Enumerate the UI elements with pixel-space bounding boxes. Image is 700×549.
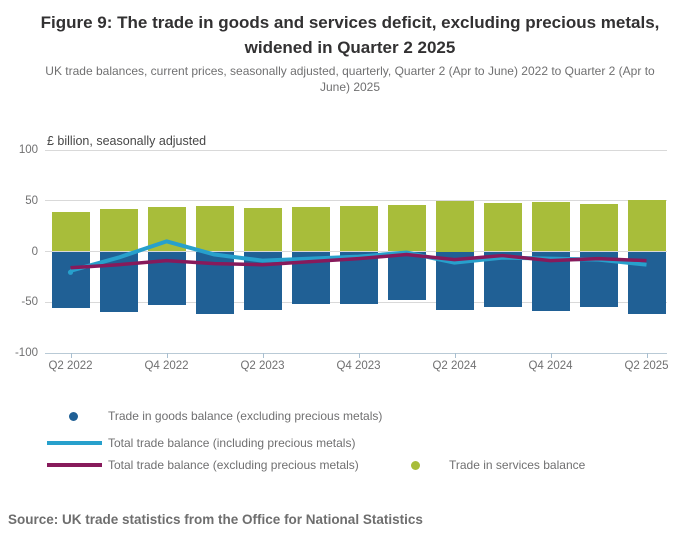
legend-item: Total trade balance (including precious … (45, 435, 355, 451)
total-trade-excl-pm-line (70, 252, 647, 270)
services-bar-q3-2022 (99, 208, 138, 252)
legend-item: Trade in services balance (406, 457, 585, 473)
legend-item: Total trade balance (excluding precious … (45, 457, 359, 473)
x-tick-label-q2-2023: Q2 2023 (240, 360, 285, 372)
services-bar-q2-2023 (243, 207, 282, 252)
legend-label: Trade in goods balance (excluding precio… (108, 409, 383, 423)
x-tick-label-q2-2024: Q2 2024 (432, 360, 477, 372)
x-tick-q4-2024 (550, 353, 552, 358)
goods-bar-q1-2024 (387, 251, 426, 301)
chart-subtitle: UK trade balances, current prices, seaso… (30, 63, 670, 95)
services-bar-q2-2025 (627, 199, 666, 252)
y-tick-label-0: 0 (31, 245, 38, 258)
plot-area: Q2 2022 Q4 2022 Q2 2023 Q4 2023 Q2 2024 Q4 20… (45, 149, 669, 372)
legend-label: Total trade balance (including precious … (108, 436, 356, 450)
legend-dot-icon (411, 460, 420, 470)
services-bar-q4-2024 (531, 201, 570, 252)
x-tick-label-q4-2024: Q4 2024 (528, 360, 573, 372)
y-axis-unit-label: £ billion, seasonally adjusted (47, 134, 207, 148)
goods-bar-q2-2022 (51, 251, 90, 309)
subtitle-line-1: UK trade balances, current prices, seaso… (45, 64, 655, 78)
x-tick-label-q4-2023: Q4 2023 (336, 360, 381, 372)
services-bar-q4-2023 (339, 205, 378, 252)
y-tick-label-100: 100 (18, 144, 38, 156)
x-tick-label-q4-2022: Q4 2022 (144, 360, 189, 372)
x-tick-q2-2023 (262, 353, 264, 358)
x-tick-q4-2023 (358, 353, 360, 358)
services-bar-q3-2023 (291, 206, 330, 252)
services-bar-q1-2025 (579, 203, 618, 252)
x-tick-label-q2-2025: Q2 2025 (624, 360, 669, 372)
x-tick-q2-2024 (454, 353, 456, 358)
page-title: Figure 9: The trade in goods and service… (20, 10, 680, 60)
x-tick-q4-2022 (166, 353, 168, 358)
gridline-100 (45, 149, 667, 151)
x-tick-q2-2025 (646, 353, 648, 358)
title-line-1: Figure 9: The trade in goods and service… (40, 13, 660, 32)
services-bar-q3-2024 (483, 202, 522, 252)
y-tick-label-50: 50 (25, 194, 38, 207)
gridline-50 (45, 200, 667, 202)
services-bar-q1-2023 (195, 205, 234, 252)
x-tick-q2-2022 (70, 353, 72, 358)
y-tick-label--50: -50 (21, 296, 38, 309)
legend-label: Trade in services balance (449, 458, 586, 472)
line-series-layer (67, 239, 647, 275)
x-tick-label-q2-2022: Q2 2022 (48, 360, 93, 372)
services-bar-q2-2022 (51, 211, 90, 252)
title-line-2: widened in Quarter 2 2025 (244, 38, 456, 57)
x-axis-line (45, 352, 667, 354)
subtitle-line-2: June) 2025 (319, 80, 381, 94)
legend-label: Total trade balance (excluding precious … (108, 458, 359, 472)
legend-line-icon (47, 441, 102, 445)
total-trade-incl-pm-line (69, 239, 647, 273)
services-bar-q1-2024 (387, 204, 426, 252)
y-tick-label--100: -100 (14, 347, 38, 359)
services-bar-q2-2024 (435, 200, 474, 252)
legend-item: Trade in goods balance (excluding precio… (45, 408, 382, 424)
source-note: Source: UK trade statistics from the Off… (8, 512, 423, 527)
legend-line-icon (47, 463, 102, 467)
legend-dot-icon (69, 411, 78, 421)
